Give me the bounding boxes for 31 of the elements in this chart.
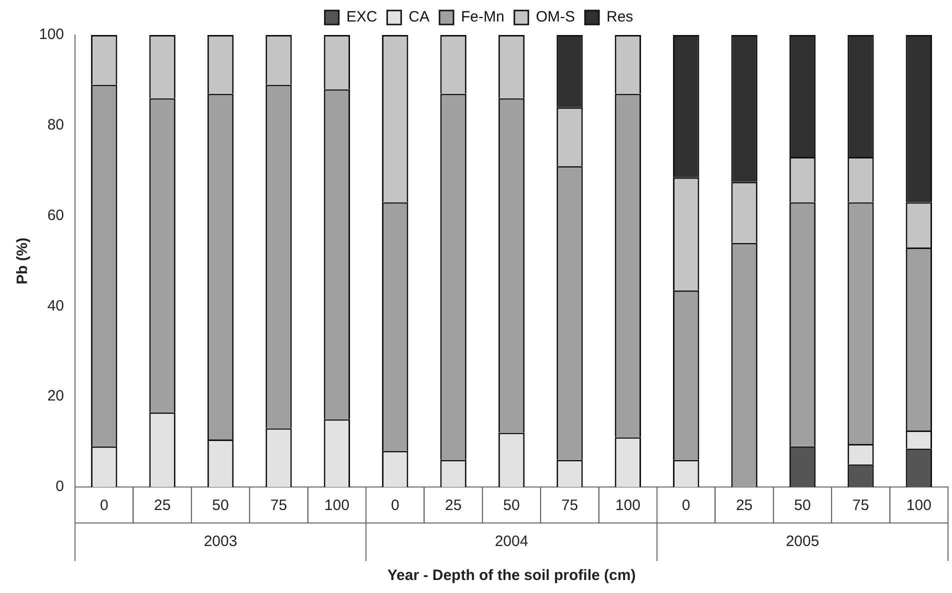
y-tick-label: 40 (47, 297, 64, 314)
x-tick-label: 75 (852, 497, 870, 514)
x-tick-label: 0 (390, 497, 400, 514)
x-tick-label: 50 (212, 497, 229, 514)
legend-label: Fe-Mn (461, 8, 504, 26)
x-tick-label: 100 (615, 497, 640, 514)
x-tick-label: 75 (561, 497, 578, 514)
legend-label: CA (408, 8, 430, 26)
x-tick-label: 0 (100, 497, 108, 514)
x-tick-label: 50 (503, 497, 520, 514)
y-tick-label: 100 (38, 26, 64, 44)
x-tick-label: 100 (906, 497, 932, 514)
y-tick-label: 60 (47, 206, 64, 224)
x-tick-label: 0 (682, 497, 690, 514)
y-tick-label: 0 (56, 478, 64, 496)
y-tick-label: 80 (47, 116, 64, 134)
legend-label: EXC (346, 8, 378, 26)
x-tick-label: 25 (154, 497, 171, 514)
text: 2003 (204, 533, 238, 550)
x-tick-label: 50 (794, 497, 811, 514)
x-tick-label: 75 (270, 497, 288, 514)
x-tick-label: 100 (324, 497, 350, 514)
text: 2004 (494, 533, 528, 550)
y-tick-label: 20 (47, 388, 64, 405)
text: 2005 (786, 533, 820, 550)
legend-label: Res (606, 8, 634, 26)
legend-label: OM-S (536, 8, 576, 26)
y-axis-title: Pb (%) (14, 238, 32, 284)
x-tick-label: 25 (736, 497, 753, 514)
x-tick-label: 25 (444, 497, 462, 514)
x-axis-title: Year - Depth of the soil profile (cm) (387, 567, 636, 584)
